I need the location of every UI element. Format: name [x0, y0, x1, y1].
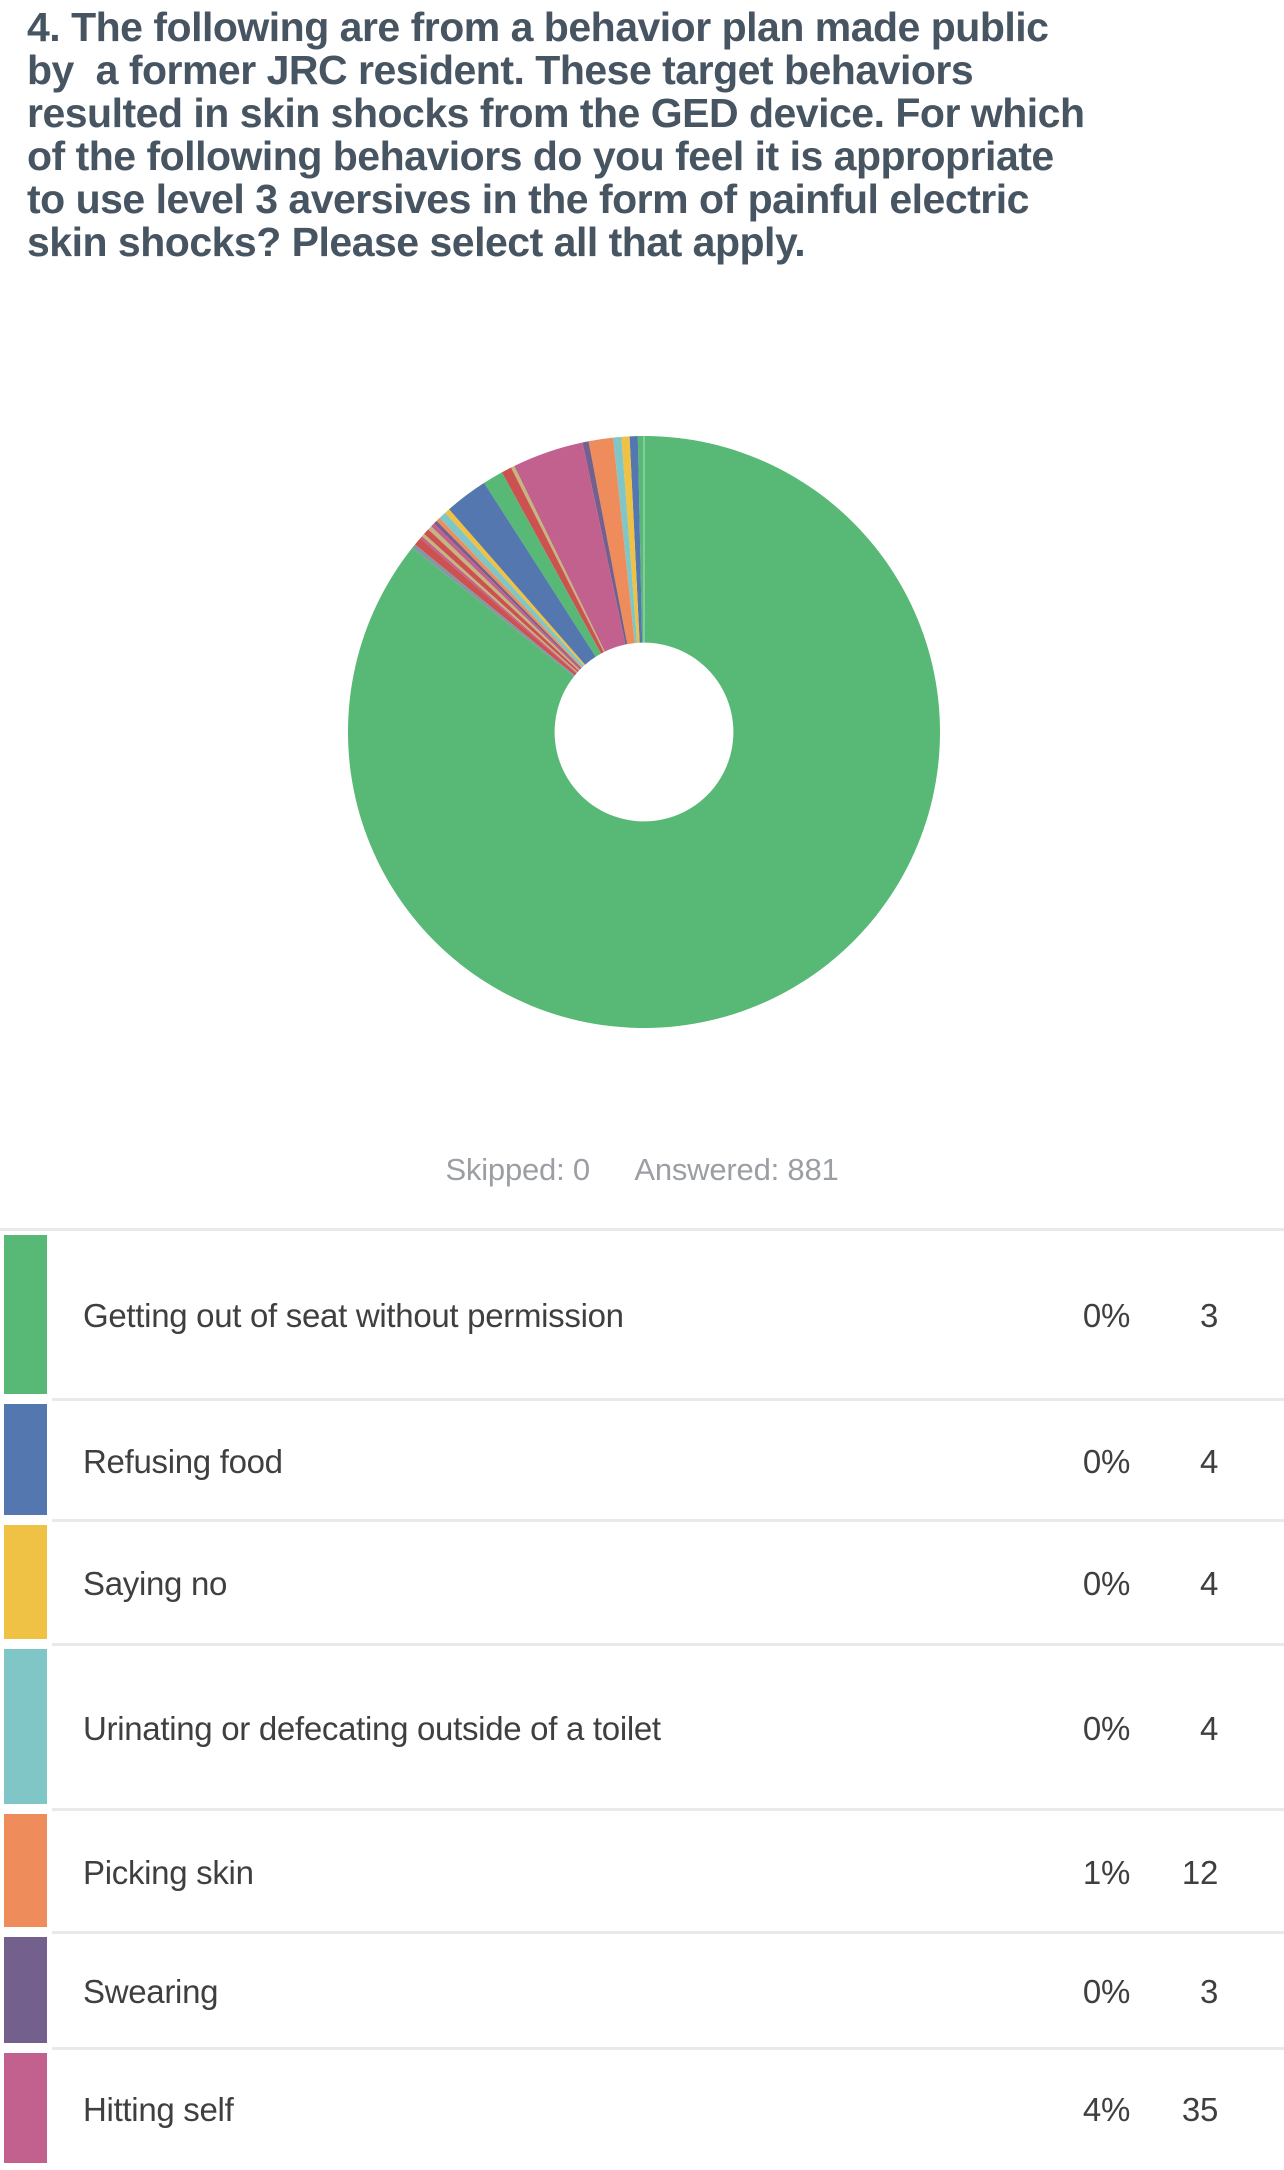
answer-label: Refusing food [83, 1442, 283, 1480]
donut-slice[interactable] [484, 472, 602, 657]
answer-label: Saying no [83, 1565, 228, 1602]
answer-color-swatch [4, 1937, 47, 2043]
answer-percent: 0% [1082, 1442, 1130, 1480]
donut-slice-picking-skin[interactable] [588, 437, 635, 645]
donut-slice[interactable] [420, 536, 577, 674]
answer-label: Hitting self [83, 2091, 234, 2128]
question-title-line: skin shocks? Please select all that appl… [27, 219, 806, 265]
question-title-line: to use level 3 aversives in the form of … [27, 176, 1029, 222]
donut-slice[interactable] [449, 482, 596, 665]
answer-percent: 4% [1082, 2091, 1130, 2128]
answer-label: Swearing [83, 1973, 219, 2010]
answered-count: Answered: 881 [634, 1152, 839, 1187]
donut-slice[interactable] [414, 538, 577, 676]
donut-slice-saying-no[interactable] [621, 436, 640, 643]
answer-count: 3 [1199, 1297, 1218, 1334]
answer-count: 4 [1199, 1565, 1218, 1602]
answer-label: Getting out of seat without permission [83, 1297, 624, 1334]
answer-label: Urinating or defecating outside of a toi… [83, 1709, 661, 1747]
donut-slice[interactable] [439, 512, 584, 668]
donut-svg [347, 435, 941, 1029]
answer-row: Getting out of seat without permission 0%… [0, 1231, 1284, 1401]
answer-row: Swearing 0% 3 [0, 1934, 1284, 2050]
question-title-line: resulted in skin shocks from the GED dev… [27, 90, 1085, 136]
donut-slice-getting-out-of-seat-without-permission[interactable] [637, 435, 644, 643]
donut-slice[interactable] [445, 509, 586, 666]
answer-row: Hitting self 4% 35 [0, 2050, 1284, 2170]
answer-row: Saying no 0% 4 [0, 1522, 1284, 1646]
donut-slice[interactable] [421, 533, 578, 673]
question-title-line: of the following behaviors do you feel i… [27, 133, 1054, 179]
question-title-line: 4. The following are from a behavior pla… [27, 4, 1049, 50]
answer-count: 4 [1199, 1709, 1218, 1747]
answers-table: Getting out of seat without permission 0%… [0, 1228, 1284, 2170]
answer-count: 35 [1181, 2091, 1218, 2128]
donut-slice[interactable] [347, 435, 941, 1029]
answer-color-swatch [4, 1525, 47, 1639]
answer-count: 3 [1199, 1973, 1218, 2010]
answer-percent: 0% [1082, 1565, 1130, 1602]
answer-percent: 1% [1082, 1853, 1130, 1891]
answer-color-swatch [4, 1649, 47, 1804]
answer-percent: 0% [1082, 1709, 1130, 1747]
answer-count: 4 [1199, 1442, 1218, 1480]
answer-percent: 0% [1082, 1297, 1130, 1334]
donut-slice[interactable] [428, 526, 580, 671]
donut-slice[interactable] [501, 467, 604, 654]
answer-label: Picking skin [83, 1853, 254, 1891]
question-title-line: by a former JRC resident. These target b… [27, 47, 974, 93]
answer-row: Urinating or defecating outside of a toi… [0, 1646, 1284, 1811]
answer-row: Refusing food 0% 4 [0, 1401, 1284, 1522]
question-title: 4. The following are from a behavior pla… [27, 6, 1277, 264]
donut-slice-refusing-food[interactable] [629, 436, 643, 643]
donut-slice-urinating-or-defecating-outside-of-a-toilet[interactable] [613, 436, 638, 644]
answer-color-swatch [4, 1235, 47, 1394]
answer-color-swatch [4, 1814, 47, 1927]
donut-slice[interactable] [431, 523, 581, 670]
donut-slice[interactable] [412, 544, 575, 677]
answer-row: Picking skin 1% 12 [0, 1811, 1284, 1934]
donut-slice[interactable] [436, 517, 583, 669]
donut-slice[interactable] [433, 520, 582, 670]
donut-slice-swearing[interactable] [582, 441, 628, 645]
skipped-count: Skipped: 0 [445, 1152, 590, 1187]
donut-slice[interactable] [510, 465, 605, 653]
response-summary: Skipped: 0 Answered: 881 [0, 1152, 1284, 1188]
response-donut-chart [346, 434, 942, 1030]
answer-percent: 0% [1082, 1973, 1130, 2010]
answer-color-swatch [4, 2053, 47, 2163]
donut-slice-hitting-self[interactable] [514, 442, 626, 652]
answer-count: 12 [1181, 1853, 1218, 1891]
answer-color-swatch [4, 1404, 47, 1515]
donut-slice[interactable] [424, 529, 579, 673]
